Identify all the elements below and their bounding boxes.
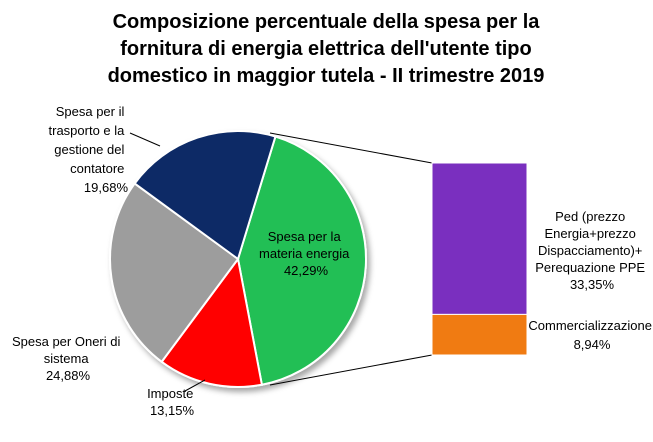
connector-line-bottom <box>269 354 433 386</box>
label-trasporto-line-3: gestione del <box>54 142 124 157</box>
label-imposte: Imposte 13,15% <box>147 386 197 418</box>
breakdown-bar <box>431 162 528 356</box>
pie <box>109 130 367 388</box>
label-trasporto: Spesa per il trasporto e la gestione del… <box>49 104 129 195</box>
label-imposte-line-1: Imposte <box>147 386 193 401</box>
chart-title-line-2: fornitura di energia elettrica dell'uten… <box>120 38 531 60</box>
label-materia-energia-line-2: materia energia <box>259 246 350 261</box>
leader-line-imposte <box>184 379 206 392</box>
slice-oneri-sistema <box>109 182 240 364</box>
label-commercializzazione-line-1: Commercializzazione <box>528 318 652 333</box>
label-ped-value: 33,35% <box>570 277 615 292</box>
label-ped-line-3: Dispacciamento)+ <box>538 243 642 258</box>
label-trasporto-value: 19,68% <box>84 180 129 195</box>
chart-title-line-3: domestico in maggior tutela - II trimest… <box>108 65 545 87</box>
label-ped-line-2: Energia+prezzo <box>544 226 635 241</box>
label-oneri-sistema: Spesa per Oneri di sistema 24,88% <box>12 334 124 383</box>
connector-line-top <box>269 132 433 164</box>
label-oneri-sistema-line-1: Spesa per Oneri di <box>12 334 121 349</box>
label-imposte-value: 13,15% <box>150 403 195 418</box>
label-ped: Ped (prezzo Energia+prezzo Dispacciament… <box>535 209 648 292</box>
label-ped-line-4: Perequazione PPE <box>535 260 645 275</box>
label-oneri-sistema-line-2: sistema <box>44 351 90 366</box>
slice-imposte <box>160 256 264 388</box>
label-materia-energia-value: 42,29% <box>284 263 329 278</box>
label-oneri-sistema-value: 24,88% <box>46 368 91 383</box>
label-materia-energia-line-1: Spesa per la <box>268 229 342 244</box>
label-trasporto-line-1: Spesa per il <box>56 104 125 119</box>
label-commercializzazione-value: 8,94% <box>574 337 611 352</box>
label-commercializzazione: Commercializzazione 8,94% <box>528 318 653 352</box>
slice-materia-energia <box>236 135 367 386</box>
slice-trasporto <box>133 130 277 261</box>
label-materia-energia: Spesa per la materia energia 42,29% <box>259 229 353 278</box>
leader-line-trasporto <box>129 132 161 147</box>
label-trasporto-line-4: contatore <box>70 161 124 176</box>
chart-title-line-1: Composizione percentuale della spesa per… <box>113 11 541 33</box>
label-ped-line-1: Ped (prezzo <box>555 209 625 224</box>
bar-segment-ped <box>431 162 528 315</box>
bar-segment-commercializzazione <box>431 313 528 356</box>
label-trasporto-line-2: trasporto e la <box>49 123 126 138</box>
